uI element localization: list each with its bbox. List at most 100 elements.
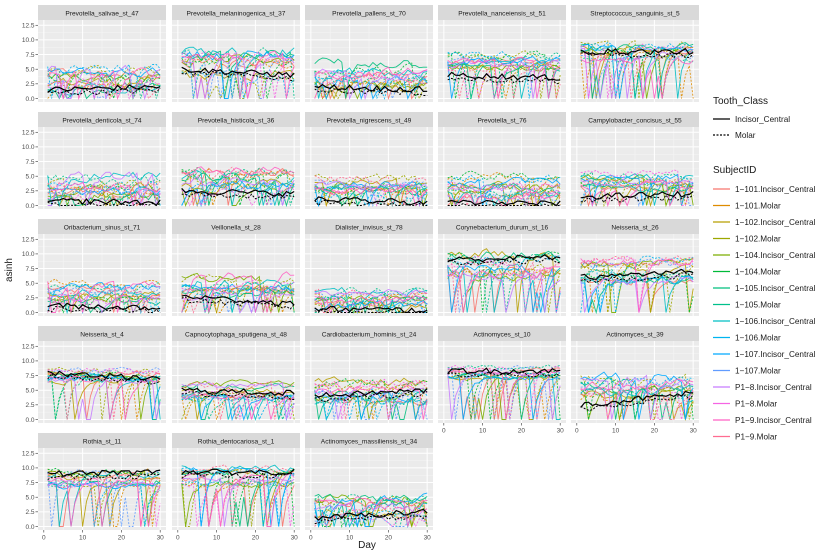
mean-line-incisor <box>580 190 694 200</box>
series-line <box>47 481 161 490</box>
series-line <box>447 171 561 206</box>
facet-title: Corynebacterium_durum_st_16 <box>456 225 549 232</box>
mean-line-incisor <box>47 302 161 311</box>
series-line <box>447 187 561 207</box>
series-line <box>314 175 428 206</box>
series-line <box>47 468 161 527</box>
x-tick-label: 10 <box>612 428 620 435</box>
facet-title: Prevotella_histicola_st_36 <box>198 118 275 125</box>
series-line <box>47 182 161 206</box>
legend-tooth-class: Tooth_Class Incisor_Central Molar <box>713 96 790 140</box>
facet-title: Neisseria_st_4 <box>80 332 124 339</box>
mean-line-molar <box>181 296 295 310</box>
series-line <box>181 50 295 99</box>
series-line <box>580 258 694 313</box>
series-line <box>314 502 428 515</box>
y-tick-label: 7.5 <box>25 373 34 380</box>
mean-line-molar <box>580 272 694 284</box>
legend-subject-id: SubjectID 1−101.Incisor_Central 1−101.Mola… <box>713 165 816 442</box>
facet-panel: Oribacterium_sinus_st_71 0.0 2.5 5.0 7.5 10.0… <box>22 219 166 317</box>
y-tick-label: 12.5 <box>22 23 35 30</box>
mean-line-molar <box>314 391 428 402</box>
mean-line-molar <box>47 201 161 207</box>
facet-title: Rothia_st_11 <box>83 439 122 446</box>
series-line <box>580 173 694 206</box>
facet-panel: Neisseria_st_4 0.0 2.5 5.0 7.5 10.0 12.5 <box>22 326 166 424</box>
series-line <box>314 294 428 314</box>
legend-label: Incisor_Central <box>735 115 790 124</box>
mean-line-incisor <box>181 187 295 198</box>
facet-title: Oribacterium_sinus_st_71 <box>64 225 141 232</box>
series-line <box>447 182 561 193</box>
legend-label: 1−107.Incisor_Central <box>735 350 816 359</box>
series-line <box>580 385 694 420</box>
series-line <box>47 71 161 101</box>
series-line <box>314 182 428 208</box>
series-line <box>580 171 694 206</box>
legend-label: P1−8.Incisor_Central <box>735 383 812 392</box>
series-line <box>47 366 161 375</box>
facet-strip <box>438 219 566 234</box>
y-tick-label: 7.5 <box>25 480 34 487</box>
series-line <box>447 271 561 313</box>
facet-strip <box>305 219 433 234</box>
facet-strip <box>38 112 166 127</box>
legend-title: Tooth_Class <box>713 96 768 107</box>
mean-line-incisor <box>47 469 161 478</box>
series-line <box>47 180 161 207</box>
facet-panel: Rothia_st_11 0.0 2.5 5.0 7.5 10.0 12.5 0 10 20 30 <box>22 433 166 542</box>
y-tick-label: 0.0 <box>25 203 34 210</box>
y-tick-label: 5.0 <box>25 281 34 288</box>
x-tick-label: 30 <box>424 535 432 542</box>
series-line <box>580 57 694 99</box>
series-line <box>447 56 561 67</box>
facet-panel: Prevotella_melaninogenica_st_37 <box>172 5 300 102</box>
series-line <box>314 57 428 99</box>
series-line <box>314 288 428 313</box>
series-line <box>447 253 561 313</box>
facet-strip <box>305 326 433 341</box>
series-line <box>447 51 561 99</box>
facet-panel: Prevotella_pallens_st_70 <box>305 5 433 102</box>
series-line <box>181 286 295 314</box>
facet-title: Prevotella_nanceiensis_st_51 <box>458 11 546 18</box>
facet-panel: Actinomyces_st_10 0 10 20 30 <box>438 326 566 435</box>
mean-line-molar <box>47 473 161 480</box>
series-line <box>314 75 428 87</box>
series-line <box>47 280 161 313</box>
series-line <box>47 373 161 382</box>
legend-label: 1−101.Incisor_Central <box>735 185 816 194</box>
series-line <box>47 78 161 100</box>
series-line <box>447 263 561 313</box>
y-tick-label: 0.0 <box>25 96 34 103</box>
mean-line-incisor <box>47 370 161 381</box>
x-tick-label: 30 <box>557 428 565 435</box>
mean-line-molar <box>447 370 561 378</box>
facet-title: Neisseria_st_26 <box>611 225 659 232</box>
facet-panel: Actinomyces_massiliensis_st_34 0 10 20 30 <box>305 433 433 542</box>
legend-label: 1−102.Incisor_Central <box>735 218 816 227</box>
mean-line-molar <box>47 373 161 385</box>
series-line <box>47 285 161 294</box>
x-tick-label: 10 <box>213 535 221 542</box>
series-line <box>314 495 428 527</box>
series-line <box>181 175 295 206</box>
facet-title: Rothia_dentocariosa_st_1 <box>198 439 275 446</box>
series-line <box>447 180 561 208</box>
series-line <box>447 264 561 313</box>
series-line <box>181 480 295 487</box>
legend-label: P1−9.Molar <box>735 433 777 442</box>
series-line <box>447 50 561 99</box>
series-line <box>314 386 428 420</box>
series-line <box>314 493 428 527</box>
facet-title: Prevotella_nigrescens_st_49 <box>327 118 412 125</box>
series-line <box>447 181 561 206</box>
series-line <box>181 173 295 186</box>
series-line <box>47 191 161 207</box>
series-line <box>181 479 295 487</box>
mean-line-incisor <box>181 468 295 476</box>
series-line <box>580 268 694 279</box>
series-line <box>314 290 428 314</box>
legend-label: 1−104.Incisor_Central <box>735 251 816 260</box>
